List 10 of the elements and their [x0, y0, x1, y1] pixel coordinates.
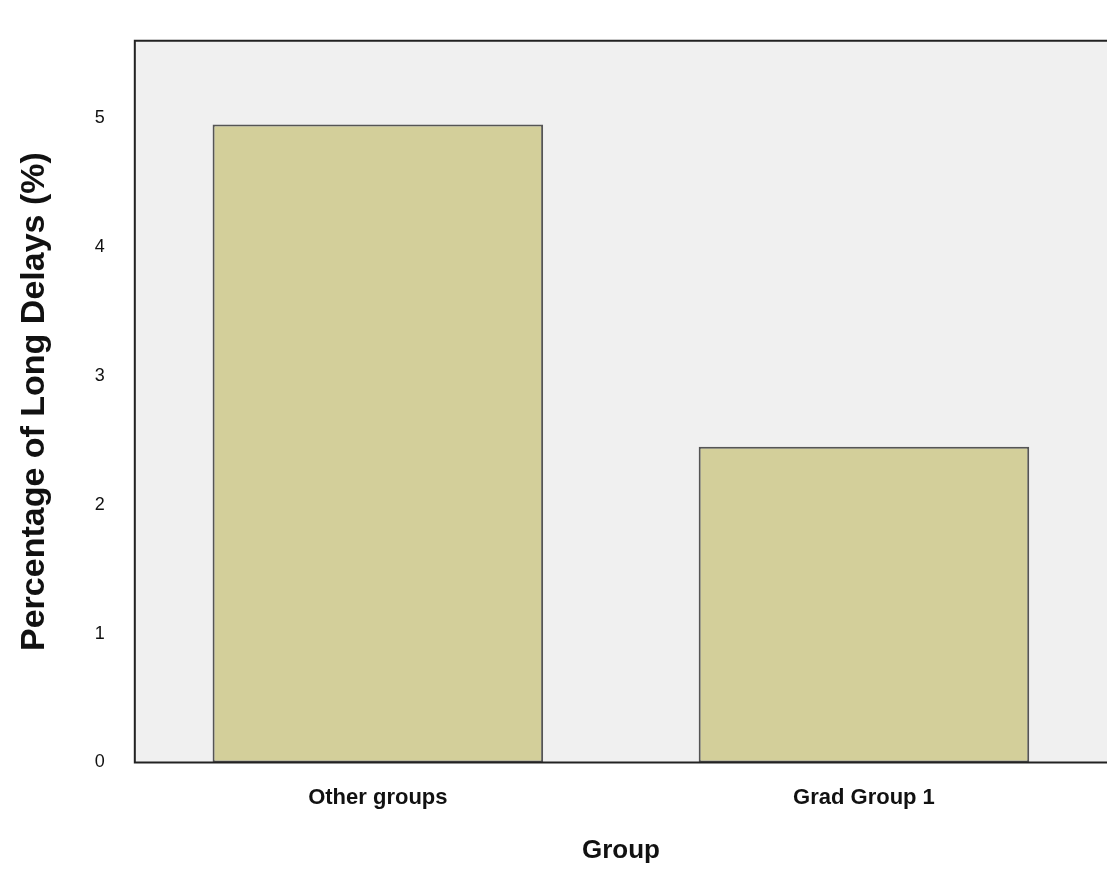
- y-tick-label: 4: [94, 235, 105, 256]
- y-tick-label: 2: [94, 493, 105, 514]
- y-tick-label: 1: [94, 622, 105, 643]
- y-tick-label: 5: [94, 107, 105, 128]
- x-tick-label: Other groups: [308, 783, 448, 809]
- y-tick-label: 3: [94, 364, 105, 385]
- y-tick-label: 0: [94, 751, 105, 772]
- x-tick-label: Grad Group 1: [793, 783, 935, 809]
- x-axis-title: Group: [581, 833, 660, 864]
- y-axis-title: Percentage of Long Delays (%): [12, 152, 51, 651]
